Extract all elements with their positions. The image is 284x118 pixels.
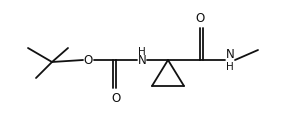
Text: O: O: [111, 91, 121, 105]
Text: H: H: [226, 62, 234, 72]
Text: O: O: [195, 11, 205, 25]
Text: O: O: [83, 53, 93, 67]
Text: N: N: [225, 48, 234, 61]
Text: N: N: [138, 53, 146, 67]
Text: H: H: [138, 47, 146, 57]
